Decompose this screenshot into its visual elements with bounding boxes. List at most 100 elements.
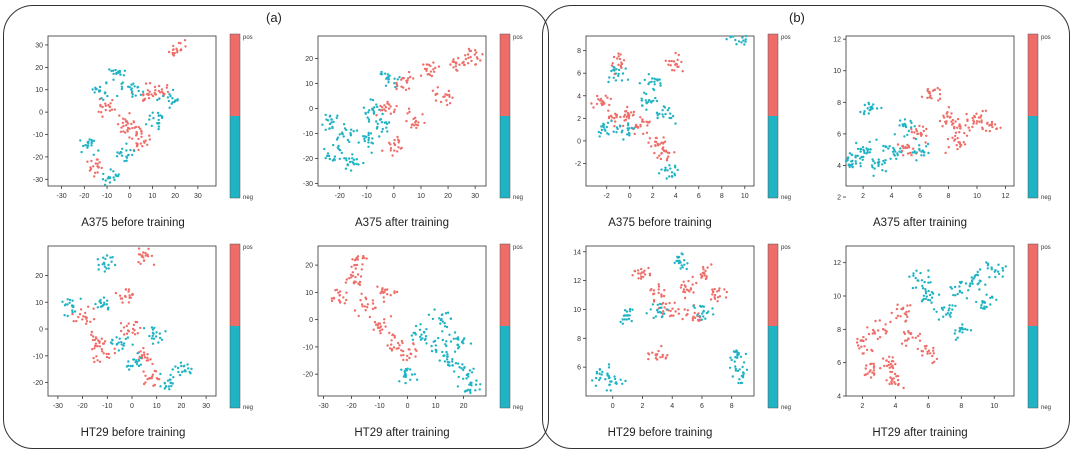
neg-point (367, 131, 370, 135)
pos-point (700, 276, 703, 279)
neg-point (150, 124, 153, 128)
pos-point (364, 309, 367, 312)
neg-point (620, 131, 623, 134)
pos-point (154, 89, 157, 92)
pos-point (622, 115, 626, 118)
neg-point (641, 104, 644, 107)
y-tick-label: -10 (33, 132, 43, 139)
pos-point (127, 322, 130, 325)
neg-point (144, 123, 148, 126)
pos-point (381, 328, 384, 331)
pos-point (951, 136, 954, 139)
pos-point (881, 357, 885, 360)
pos-point (389, 315, 393, 318)
neg-point (367, 133, 370, 137)
neg-point (867, 103, 871, 106)
pos-point (354, 275, 357, 279)
neg-point (96, 306, 100, 309)
pos-point (905, 339, 909, 342)
y-tick-label: -10 (33, 353, 43, 360)
neg-point (844, 159, 848, 163)
pos-point (171, 51, 174, 55)
neg-point (376, 105, 379, 109)
neg-point (866, 107, 869, 110)
pos-point (425, 67, 428, 71)
x-tick-label: 2 (651, 193, 655, 200)
neg-point (378, 135, 381, 138)
pos-point (656, 156, 659, 159)
pos-point (143, 98, 146, 102)
neg-point (465, 377, 468, 380)
neg-point (851, 166, 854, 169)
pos-point (963, 131, 966, 135)
x-tick-label: 20 (460, 403, 468, 410)
x-tick-label: 12 (1002, 193, 1010, 200)
pos-point (125, 332, 129, 335)
pos-point (914, 128, 918, 131)
pos-point (988, 129, 991, 133)
pos-point (692, 315, 695, 318)
neg-point (617, 72, 620, 76)
pos-point (671, 307, 674, 310)
x-tick-label: 8 (720, 193, 724, 200)
pos-point (901, 144, 905, 148)
neg-point (424, 337, 427, 341)
pos-point (407, 87, 411, 90)
neg-point (741, 36, 744, 39)
pos-point (392, 346, 396, 349)
neg-point (326, 152, 330, 155)
neg-point (454, 362, 458, 365)
neg-point (456, 343, 460, 346)
neg-point (607, 363, 611, 366)
neg-point (438, 359, 441, 362)
neg-point (355, 129, 359, 132)
pos-point (932, 349, 935, 352)
neg-point (469, 391, 472, 395)
pos-point (146, 378, 149, 381)
x-tick-label: 0 (128, 193, 132, 200)
neg-point (419, 323, 422, 326)
neg-point (614, 381, 618, 385)
neg-point (651, 77, 654, 80)
neg-point (608, 76, 611, 79)
neg-point (438, 317, 441, 320)
pos-point (143, 353, 146, 357)
pos-point (958, 131, 961, 134)
pos-point (639, 116, 642, 119)
neg-point (415, 378, 419, 381)
pos-point (365, 257, 368, 260)
neg-point (599, 131, 602, 135)
pos-point (590, 102, 593, 105)
neg-point (625, 318, 628, 321)
pos-point (890, 311, 893, 315)
neg-point (102, 296, 106, 299)
y-tick-label: -10 (303, 131, 313, 138)
neg-point (349, 169, 353, 172)
pos-point (927, 349, 931, 352)
pos-point (398, 344, 401, 347)
neg-point (627, 317, 631, 321)
pos-point (380, 109, 384, 112)
neg-point (922, 154, 926, 157)
pos-point (118, 294, 122, 297)
pos-point (457, 57, 460, 60)
pos-point (662, 310, 665, 313)
pos-point (642, 275, 645, 279)
neg-point (670, 171, 674, 174)
pos-point (978, 120, 981, 124)
pos-point (657, 283, 660, 286)
pos-point (929, 94, 932, 98)
neg-point (445, 325, 449, 329)
pos-point (955, 144, 958, 147)
neg-point (908, 275, 911, 278)
pos-point (865, 348, 869, 352)
pos-point (947, 106, 951, 109)
neg-point (638, 82, 641, 85)
neg-point (990, 295, 994, 298)
neg-point (448, 333, 451, 336)
neg-point (900, 151, 903, 154)
pos-point (946, 137, 950, 141)
colorbar-frame (1027, 33, 1039, 199)
pos-point (669, 309, 672, 313)
